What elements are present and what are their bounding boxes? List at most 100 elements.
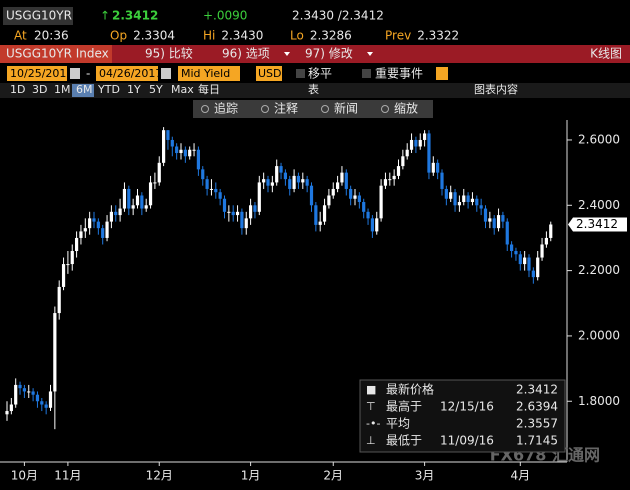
checkbox[interactable]: [362, 69, 371, 78]
y-tick-label: 2.0000: [578, 328, 620, 342]
candle-body: [70, 251, 74, 265]
tool-icon: [201, 105, 209, 113]
candle-body: [35, 394, 40, 402]
table-button[interactable]: 表: [308, 82, 319, 96]
candle-body: [153, 182, 157, 184]
option[interactable]: 移平: [308, 67, 332, 81]
candle-body: [244, 218, 248, 229]
candle-body: [492, 218, 496, 229]
range-button[interactable]: 1M: [54, 83, 71, 96]
stat-label: Op: [110, 29, 127, 43]
candle-body: [436, 162, 440, 173]
candle-body: [462, 195, 466, 203]
candle-body: [61, 264, 66, 287]
ticker-box: [3, 7, 73, 25]
field[interactable]: Mid Yield: [181, 67, 230, 80]
dropdown-arrow: [284, 52, 290, 56]
candle-body: [496, 215, 501, 229]
candle-body: [218, 192, 222, 199]
candle-body: [505, 221, 509, 245]
candle-body: [9, 404, 13, 412]
candle-body: [396, 166, 401, 176]
last-price: 2.3412: [112, 9, 158, 23]
stat-value: 2.3286: [310, 29, 352, 43]
candle-body: [170, 139, 174, 147]
candle-body: [27, 391, 31, 393]
ticker: USGG10YR: [6, 9, 72, 23]
change: +.0090: [203, 9, 247, 23]
menu-item[interactable]: 97) 修改: [305, 46, 353, 61]
legend-label: 平均: [386, 417, 410, 431]
end-box[interactable]: [96, 66, 158, 81]
tool-button[interactable]: 追踪: [214, 101, 238, 116]
candle-body: [353, 195, 357, 199]
checkbox[interactable]: [296, 69, 305, 78]
candle-body: [253, 205, 257, 212]
candle-body: [431, 162, 435, 173]
legend-label: 最新价格: [386, 382, 434, 397]
candle-body: [22, 388, 26, 392]
candle-body: [266, 179, 270, 186]
calendar-icon[interactable]: [70, 68, 80, 79]
candle-body: [531, 270, 535, 278]
legend-value: 2.3412: [516, 383, 558, 397]
menu-item[interactable]: 95) 比较: [145, 46, 193, 61]
tool-button[interactable]: 注释: [274, 101, 298, 116]
candle-body: [414, 139, 418, 147]
end-date[interactable]: 04/26/2017: [99, 67, 162, 80]
candle-body: [275, 166, 279, 183]
legend-value: 1.7145: [516, 434, 558, 448]
option[interactable]: 重要事件: [375, 67, 423, 81]
range-button[interactable]: 5Y: [149, 83, 163, 96]
candle-body: [75, 237, 79, 252]
candle-body: [344, 172, 348, 189]
range-button[interactable]: Max: [171, 83, 194, 96]
candle-body: [536, 257, 540, 278]
field-box[interactable]: [178, 66, 240, 81]
range-button[interactable]: YTD: [97, 83, 120, 96]
candle-body: [101, 228, 105, 238]
candle-body: [127, 188, 131, 209]
start-box[interactable]: [7, 66, 67, 81]
candle-body: [231, 211, 235, 216]
chart-content[interactable]: 图表内容: [474, 82, 518, 96]
candle-body: [301, 179, 305, 183]
security[interactable]: USGG10YR Index: [6, 47, 109, 61]
candle-body: [96, 221, 100, 229]
start-date[interactable]: 10/25/2016: [10, 67, 73, 80]
stat-label: Lo: [290, 29, 304, 43]
legend-date: 11/09/16: [440, 434, 494, 448]
candle-body: [449, 192, 453, 199]
range-button[interactable]: 1D: [10, 83, 25, 96]
candle-body: [527, 257, 531, 271]
security-box: [0, 45, 112, 63]
range-button[interactable]: 1Y: [127, 83, 141, 96]
candle-body: [192, 149, 196, 151]
candle-body: [409, 139, 414, 150]
candle-body: [392, 175, 396, 180]
time-label: At: [14, 29, 27, 43]
candle-body: [457, 202, 461, 206]
candle-body: [488, 218, 492, 222]
candle-body: [549, 224, 553, 238]
candle-body: [114, 211, 118, 216]
calendar-icon[interactable]: [161, 68, 171, 79]
currency[interactable]: USD: [258, 67, 282, 80]
candle-body: [401, 156, 405, 167]
candle-body: [88, 218, 92, 229]
tool-button[interactable]: 新闻: [334, 101, 358, 116]
candle-body: [518, 254, 522, 265]
candle-body: [322, 205, 327, 222]
range-button[interactable]: 6M: [76, 83, 93, 96]
frequency[interactable]: 每日: [198, 82, 220, 96]
range-button[interactable]: 3D: [32, 83, 47, 96]
currency-box[interactable]: [256, 66, 282, 81]
candle-body: [279, 166, 283, 173]
info-icon[interactable]: [436, 67, 448, 80]
tool-button[interactable]: 缩放: [394, 101, 418, 116]
candle-body: [483, 208, 488, 222]
menu-item[interactable]: 96) 选项: [222, 47, 270, 61]
candle-body: [296, 175, 301, 183]
candle-body: [470, 198, 475, 203]
